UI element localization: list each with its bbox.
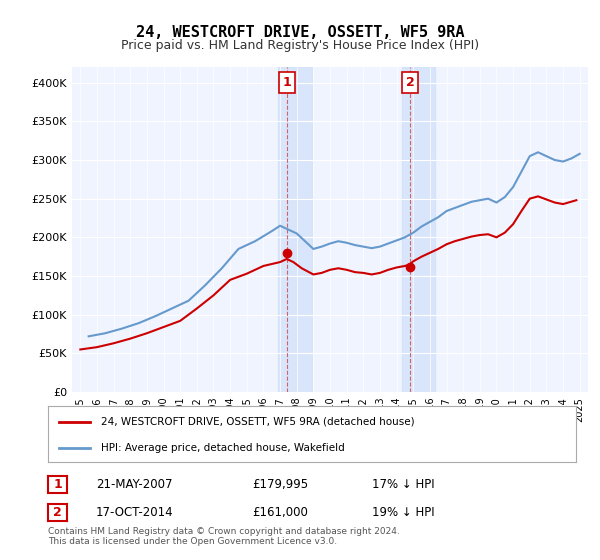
Text: 1: 1	[53, 478, 62, 491]
Text: 17% ↓ HPI: 17% ↓ HPI	[372, 478, 434, 491]
Text: 2: 2	[53, 506, 62, 519]
Bar	[278, 67, 311, 392]
Text: 2: 2	[406, 76, 414, 89]
Text: 24, WESTCROFT DRIVE, OSSETT, WF5 9RA: 24, WESTCROFT DRIVE, OSSETT, WF5 9RA	[136, 25, 464, 40]
Text: £179,995: £179,995	[252, 478, 308, 491]
Text: 19% ↓ HPI: 19% ↓ HPI	[372, 506, 434, 519]
Text: Contains HM Land Registry data © Crown copyright and database right 2024.
This d: Contains HM Land Registry data © Crown c…	[48, 526, 400, 546]
Text: 17-OCT-2014: 17-OCT-2014	[96, 506, 173, 519]
Bar	[401, 67, 435, 392]
Text: HPI: Average price, detached house, Wakefield: HPI: Average price, detached house, Wake…	[101, 443, 344, 453]
Text: 24, WESTCROFT DRIVE, OSSETT, WF5 9RA (detached house): 24, WESTCROFT DRIVE, OSSETT, WF5 9RA (de…	[101, 417, 415, 427]
Text: Price paid vs. HM Land Registry's House Price Index (HPI): Price paid vs. HM Land Registry's House …	[121, 39, 479, 52]
Text: 1: 1	[283, 76, 291, 89]
Text: 21-MAY-2007: 21-MAY-2007	[96, 478, 173, 491]
Text: £161,000: £161,000	[252, 506, 308, 519]
